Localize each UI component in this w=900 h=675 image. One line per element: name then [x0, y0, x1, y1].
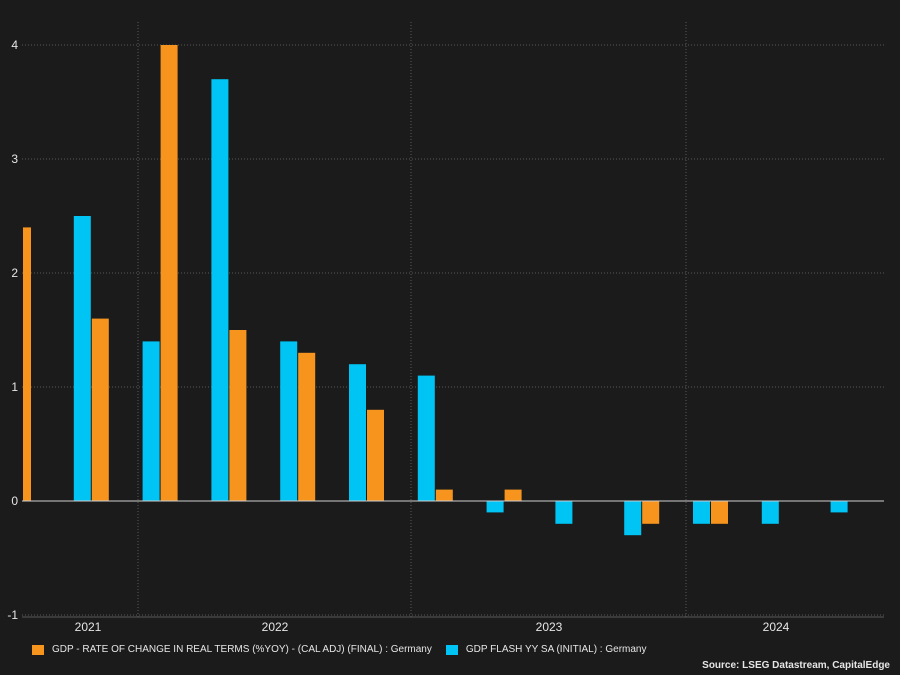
- y-tick-label: 0: [11, 494, 18, 508]
- legend-label-final: GDP - RATE OF CHANGE IN REAL TERMS (%YOY…: [52, 644, 432, 655]
- legend: GDP - RATE OF CHANGE IN REAL TERMS (%YOY…: [32, 644, 661, 655]
- x-year-label: 2024: [763, 620, 790, 634]
- y-tick-label: 1: [11, 380, 18, 394]
- bar-final: [642, 501, 660, 524]
- y-tick-label: 2: [11, 266, 18, 280]
- bars-group: [23, 45, 848, 536]
- legend-swatch-flash: [445, 644, 458, 655]
- y-tick-label: -1: [7, 608, 18, 622]
- grid-lines: [22, 22, 884, 618]
- bar-flash: [555, 501, 573, 524]
- bar-flash: [693, 501, 710, 524]
- axes: -1 0 1 2 3 4 2021 2022 2023 2024: [7, 38, 884, 634]
- bar-flash: [280, 341, 298, 501]
- y-tick-label: 3: [11, 152, 18, 166]
- legend-item-flash: GDP FLASH YY SA (INITIAL) : Germany: [445, 644, 647, 655]
- bar-flash: [211, 79, 229, 501]
- bar-final: [298, 352, 316, 501]
- bar-flash: [624, 501, 642, 536]
- x-year-label: 2022: [262, 620, 289, 634]
- bar-final: [711, 501, 728, 524]
- bar-final: [504, 489, 522, 501]
- bar-flash: [73, 216, 91, 501]
- bar-final: [160, 45, 178, 501]
- bar-flash: [761, 501, 779, 524]
- legend-swatch-final: [32, 644, 44, 655]
- bar-flash: [830, 501, 848, 513]
- legend-item-final: GDP - RATE OF CHANGE IN REAL TERMS (%YOY…: [32, 644, 432, 655]
- bar-flash: [486, 501, 504, 513]
- bar-final: [91, 318, 109, 501]
- bar-flash: [349, 364, 366, 501]
- bar-flash: [142, 341, 160, 501]
- x-year-label: 2021: [75, 620, 102, 634]
- legend-label-flash: GDP FLASH YY SA (INITIAL) : Germany: [465, 644, 647, 655]
- x-year-label: 2023: [536, 620, 563, 634]
- source-note: Source: LSEG Datastream, CapitalEdge: [702, 660, 890, 671]
- bar-final: [435, 489, 453, 501]
- bar-flash: [417, 375, 435, 501]
- bar-final: [23, 227, 31, 501]
- bar-final: [367, 409, 384, 501]
- bar-final: [229, 330, 247, 501]
- y-tick-label: 4: [11, 38, 18, 52]
